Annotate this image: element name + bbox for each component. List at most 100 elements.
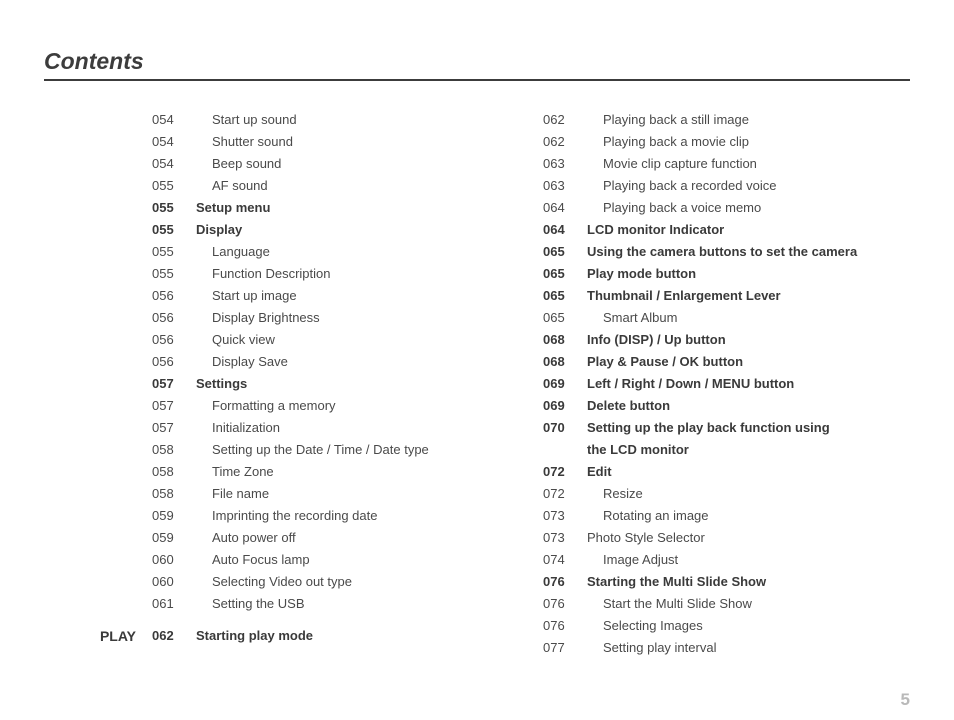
toc-entry-text: Display Brightness [186,307,320,329]
toc-entry-text: File name [186,483,269,505]
toc-entry: 076Starting the Multi Slide Show [543,571,910,593]
toc-entry: 055Display [152,219,519,241]
toc-entry-text: AF sound [186,175,268,197]
toc-columns: 054Start up sound054Shutter sound054Beep… [44,109,910,659]
toc-entry-text: Setting the USB [186,593,305,615]
toc-entry-text: Settings [186,373,247,395]
toc-entry-text: Playing back a still image [577,109,749,131]
toc-entry: 054Start up sound [152,109,519,131]
toc-page-num: 062 [152,625,186,647]
toc-page-num: 068 [543,351,577,373]
toc-entry: 070Setting up the play back function usi… [543,417,910,439]
toc-page-num: 068 [543,329,577,351]
toc-entry: the LCD monitor [543,439,910,461]
toc-entry: 059Auto power off [152,527,519,549]
toc-entry-text: Starting play mode [186,625,313,647]
toc-entry: 060Auto Focus lamp [152,549,519,571]
toc-page-num: 072 [543,461,577,483]
toc-page-num: 072 [543,483,577,505]
toc-entry: 065Play mode button [543,263,910,285]
toc-entry-text: Auto Focus lamp [186,549,310,571]
toc-entry-text: Selecting Video out type [186,571,352,593]
toc-entry-text: Time Zone [186,461,274,483]
toc-entry-text: Delete button [577,395,670,417]
toc-entry: 065Thumbnail / Enlargement Lever [543,285,910,307]
toc-entry-text: Setting up the Date / Time / Date type [186,439,429,461]
toc-page-num: 056 [152,329,186,351]
toc-page-num: 062 [543,131,577,153]
toc-entry-text: Info (DISP) / Up button [577,329,726,351]
toc-page-num: 070 [543,417,577,439]
toc-page-num: 073 [543,527,577,549]
toc-entry: 073Photo Style Selector [543,527,910,549]
toc-entry-text: Setting up the play back function using [577,417,830,439]
toc-entry-text: Rotating an image [577,505,709,527]
toc-entry: 062Starting play modePLAY [152,625,519,647]
toc-entry: 057Formatting a memory [152,395,519,417]
toc-entry: 057Settings [152,373,519,395]
toc-entry-text: Start the Multi Slide Show [577,593,752,615]
toc-entry-text: LCD monitor Indicator [577,219,724,241]
toc-page-num: 055 [152,263,186,285]
toc-page-num: 069 [543,373,577,395]
toc-entry-text: Function Description [186,263,331,285]
toc-entry: 069Delete button [543,395,910,417]
toc-entry-text: Playing back a movie clip [577,131,749,153]
toc-entry-text: Using the camera buttons to set the came… [577,241,857,263]
toc-entry: 055Language [152,241,519,263]
toc-entry: 056Display Brightness [152,307,519,329]
toc-entry: 054Beep sound [152,153,519,175]
toc-entry-text: Language [186,241,270,263]
toc-page-num: 055 [152,175,186,197]
toc-entry-text: Edit [577,461,612,483]
toc-entry-text: Display [186,219,242,241]
toc-entry: 062Playing back a movie clip [543,131,910,153]
toc-page-num: 059 [152,505,186,527]
toc-entry-text: Playing back a voice memo [577,197,761,219]
toc-entry: 064Playing back a voice memo [543,197,910,219]
toc-entry: 054Shutter sound [152,131,519,153]
page-title: Contents [44,48,910,81]
toc-entry-text: Left / Right / Down / MENU button [577,373,794,395]
toc-entry-text: Resize [577,483,643,505]
toc-entry: 068Play & Pause / OK button [543,351,910,373]
toc-page-num: 060 [152,571,186,593]
toc-entry: 074Image Adjust [543,549,910,571]
toc-entry-text: Smart Album [577,307,677,329]
toc-entry: 065Smart Album [543,307,910,329]
toc-entry: 055Function Description [152,263,519,285]
toc-page-num: 062 [543,109,577,131]
toc-page-num: 065 [543,285,577,307]
toc-entry-text: Selecting Images [577,615,703,637]
toc-entry-text: Play mode button [577,263,696,285]
toc-entry: 063Playing back a recorded voice [543,175,910,197]
toc-page-num: 064 [543,219,577,241]
toc-page-num: 057 [152,373,186,395]
toc-page-num: 063 [543,175,577,197]
toc-page-num: 057 [152,395,186,417]
toc-entry-text: Display Save [186,351,288,373]
toc-page-num: 077 [543,637,577,659]
toc-entry-text: Movie clip capture function [577,153,757,175]
toc-page-num: 054 [152,109,186,131]
toc-page-num: 056 [152,285,186,307]
toc-page-num: 055 [152,219,186,241]
toc-entry: 069Left / Right / Down / MENU button [543,373,910,395]
toc-entry: 072Edit [543,461,910,483]
toc-page-num: 055 [152,241,186,263]
toc-entry-text: Start up sound [186,109,297,131]
toc-entry: 056Start up image [152,285,519,307]
toc-page-num: 054 [152,153,186,175]
toc-page-num: 065 [543,263,577,285]
toc-right-column: 062Playing back a still image062Playing … [543,109,910,659]
toc-entry-text: Starting the Multi Slide Show [577,571,766,593]
toc-page-num: 063 [543,153,577,175]
toc-entry: 065Using the camera buttons to set the c… [543,241,910,263]
toc-entry-text: Thumbnail / Enlargement Lever [577,285,781,307]
toc-entry: 062Playing back a still image [543,109,910,131]
toc-page-num: 061 [152,593,186,615]
toc-entry-text: Imprinting the recording date [186,505,377,527]
toc-entry-text: Image Adjust [577,549,678,571]
toc-entry [152,615,519,625]
toc-page-num: 057 [152,417,186,439]
